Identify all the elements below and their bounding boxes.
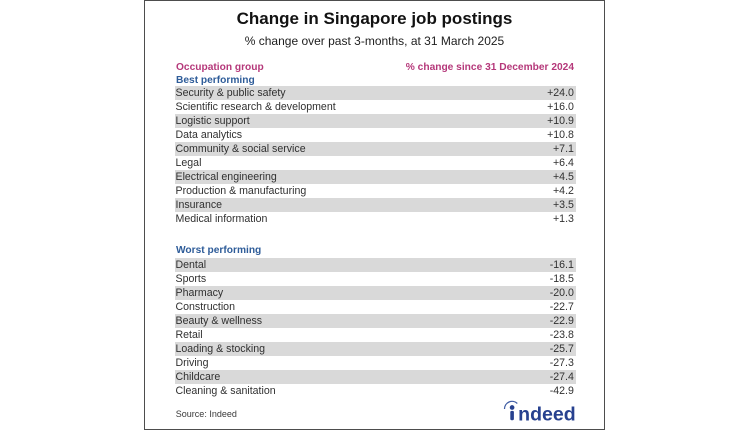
svg-text:ndeed: ndeed	[518, 405, 576, 424]
